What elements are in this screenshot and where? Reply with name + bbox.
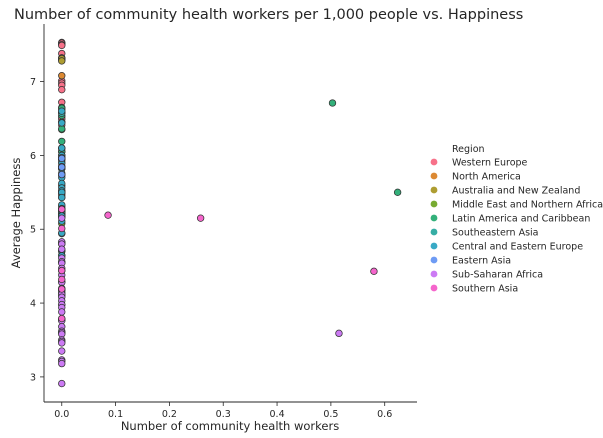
legend-marker — [430, 172, 438, 180]
y-ticks: 3 4 5 6 7 — [30, 77, 44, 383]
chart-title: Number of community health workers per 1… — [14, 7, 523, 23]
point-sub-saharan-africa — [58, 214, 66, 222]
point-southern-asia — [58, 275, 66, 284]
point-eastern-asia — [58, 154, 66, 163]
x-tick-label: 0.4 — [270, 409, 285, 420]
legend-label: North America — [452, 172, 521, 183]
legend-label: Southeastern Asia — [452, 228, 538, 239]
y-tick-label: 3 — [30, 372, 36, 383]
x-axis-label: Number of community health workers — [121, 419, 339, 433]
x-tick-label: 0.1 — [108, 409, 123, 420]
x-tick-label: 0.0 — [54, 409, 69, 420]
point-western-europe — [58, 41, 66, 50]
point-western-europe — [58, 86, 66, 94]
y-axis-label: Average Happiness — [9, 158, 23, 269]
point-southern-asia — [104, 211, 112, 219]
point-central-and-eastern-europe — [58, 107, 66, 115]
y-tick-label: 5 — [30, 225, 36, 236]
legend-label: Central and Eastern Europe — [452, 242, 583, 253]
legend-label: Australia and New Zealand — [452, 186, 580, 197]
x-ticks: 0.0 0.1 0.2 0.3 0.4 0.5 0.6 — [54, 402, 392, 420]
legend-marker — [430, 200, 438, 208]
point-southern-asia — [58, 314, 66, 323]
point-southern-asia — [58, 285, 66, 293]
point-central-and-eastern-europe — [58, 119, 66, 127]
point-central-and-eastern-europe — [58, 193, 66, 202]
point-north-america — [58, 72, 66, 80]
legend-label: Eastern Asia — [452, 256, 511, 267]
point-sub-saharan-africa — [335, 329, 343, 338]
point-sub-saharan-africa — [58, 347, 66, 355]
y-tick-label: 6 — [30, 151, 36, 162]
legend-marker — [430, 158, 438, 166]
legend-label: Middle East and Northern Africa — [452, 200, 603, 211]
y-tick-label: 7 — [30, 77, 36, 88]
point-southern-asia — [58, 266, 66, 275]
legend-label: Latin America and Caribbean — [452, 214, 590, 225]
point-sub-saharan-africa — [58, 379, 66, 388]
legend-title: Region — [452, 144, 485, 155]
point-southern-asia — [58, 205, 66, 213]
point-eastern-asia — [58, 170, 66, 179]
point-sub-saharan-africa — [58, 359, 66, 368]
points-layer — [58, 38, 402, 388]
x-tick-label: 0.5 — [323, 409, 338, 420]
legend-marker — [430, 284, 438, 292]
point-sub-saharan-africa — [58, 339, 66, 347]
point-latin-america-and-caribbean — [393, 188, 402, 197]
point-southern-asia — [370, 267, 378, 275]
legend-label: Southern Asia — [452, 284, 518, 295]
legend-marker — [430, 214, 438, 222]
point-southern-asia — [58, 224, 66, 233]
point-eastern-asia — [58, 163, 66, 171]
legend-marker — [430, 270, 438, 278]
legend-marker — [430, 242, 438, 250]
y-tick-label: 4 — [30, 299, 36, 310]
point-central-and-eastern-europe — [58, 144, 66, 152]
legend-label: Western Europe — [452, 158, 528, 169]
legend-marker — [430, 228, 438, 236]
point-southern-asia — [196, 214, 205, 222]
legend-marker — [430, 256, 438, 264]
point-australia-and-new-zealand — [58, 57, 66, 65]
legend: Region Western Europe North America Austra… — [430, 144, 603, 295]
point-sub-saharan-africa — [58, 308, 66, 316]
legend-marker — [430, 186, 438, 194]
point-latin-america-and-caribbean — [58, 137, 66, 146]
x-tick-label: 0.3 — [216, 409, 231, 420]
x-tick-label: 0.2 — [162, 409, 177, 420]
x-tick-label: 0.6 — [377, 409, 392, 420]
point-latin-america-and-caribbean — [328, 99, 337, 107]
legend-label: Sub-Saharan Africa — [452, 270, 543, 281]
point-sub-saharan-africa — [58, 245, 66, 253]
